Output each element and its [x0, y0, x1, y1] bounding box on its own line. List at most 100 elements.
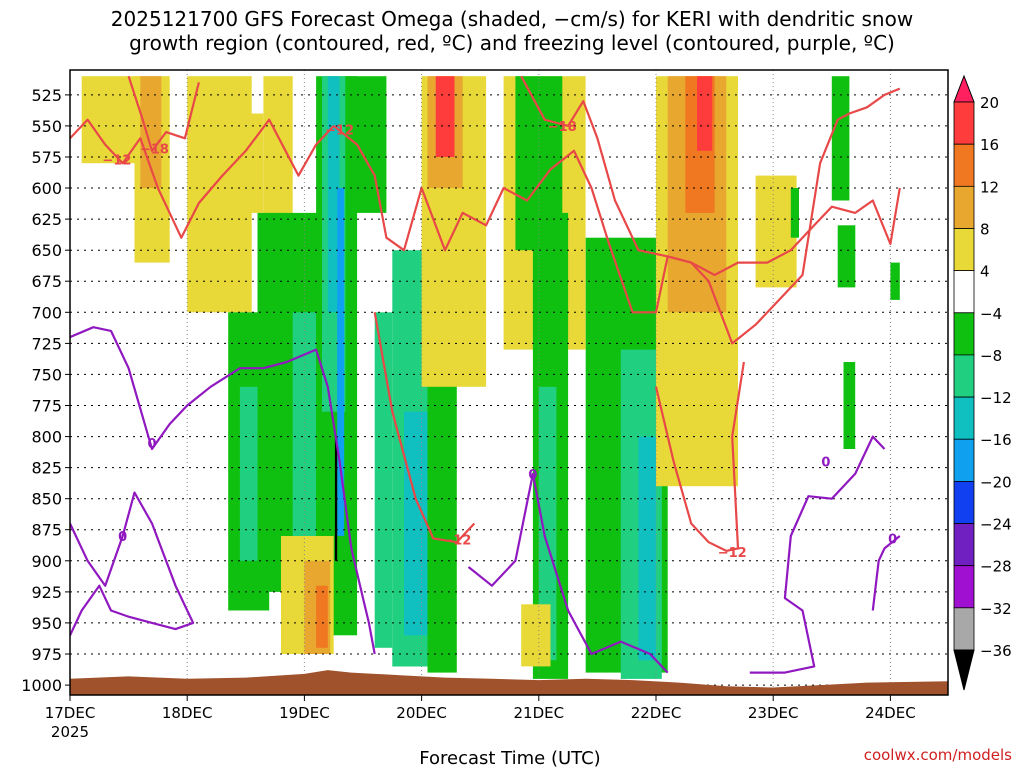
chart-title-line2: growth region (contoured, red, ºC) and f…: [129, 31, 895, 55]
freezing-contour-line: [70, 326, 376, 655]
colorbar-label: −24: [980, 516, 1012, 534]
colorbar-swatch: [953, 354, 975, 398]
freezing-contour-line: [70, 491, 195, 636]
colorbar-label: −8: [980, 347, 1002, 365]
freezing-contour-line: [749, 435, 886, 674]
dendritic-contour-line: [654, 361, 745, 552]
colorbar-label: −32: [980, 600, 1012, 618]
colorbar-label: 12: [980, 178, 999, 196]
x-tick-label: 22DEC: [631, 704, 682, 722]
y-tick-label: 975: [31, 645, 62, 664]
omega-cell-p12: [316, 585, 328, 648]
y-tick-label: 950: [31, 614, 62, 633]
y-tick-label: 1000: [21, 676, 62, 695]
omega-cell-n8: [292, 312, 317, 536]
colorbar-swatch: [953, 228, 975, 272]
credit-text: coolwx.com/models: [864, 746, 1012, 764]
omega-cell-n4: [790, 188, 799, 238]
dendritic-contour-line: [127, 75, 200, 152]
omega-cell-n8: [239, 386, 260, 561]
omega-cell-n8: [538, 386, 557, 661]
colorbar-swatch: [953, 438, 975, 482]
omega-cell-lt4: [521, 604, 551, 667]
dendritic-contour-line: [70, 118, 335, 239]
omega-cell-p8: [140, 76, 162, 188]
terrain-fill: [70, 670, 948, 695]
dendritic-contour-line: [373, 312, 476, 544]
colorbar-swatch: [953, 270, 975, 314]
y-tick-label: 575: [31, 148, 62, 167]
colorbar-swatch: [953, 143, 975, 187]
y-tick-label: 700: [31, 303, 62, 322]
y-tick-label: 925: [31, 583, 62, 602]
colorbar-swatch: [953, 312, 975, 356]
omega-cell-n12: [327, 76, 340, 313]
dendritic-contour-line: [520, 75, 901, 345]
y-tick-label: 775: [31, 397, 62, 416]
y-tick-label: 850: [31, 490, 62, 509]
colorbar-label: 4: [980, 263, 990, 281]
dendritic-contour-line: [333, 125, 901, 314]
freezing-contour-label: 0: [888, 532, 897, 547]
colorbar-label: −16: [980, 431, 1012, 449]
colorbar-bottom-arrow: [953, 649, 975, 691]
omega-cell-p16: [697, 76, 713, 151]
dendritic-contour-label: −12: [718, 546, 747, 561]
colorbar-swatch: [953, 480, 975, 524]
x-tick-label: 20DEC: [396, 704, 447, 722]
freezing-contour-label: 0: [147, 437, 156, 452]
x-tick-label: 23DEC: [748, 704, 799, 722]
dendritic-contour-label: −12: [442, 534, 471, 549]
dendritic-contour-label: −18: [140, 142, 169, 157]
plot-area: −12 −18 −12 −18 −12 −12 0 0 0 0 0 525 550 575 600 625 65…: [21, 69, 949, 741]
colorbar: 20 16 12 8 4 −4 −8 −12 −16 −20 −24 −28 −32 −36: [953, 74, 1012, 691]
omega-cell-n16: [337, 188, 345, 536]
omega-cell-n4: [890, 262, 900, 300]
y-tick-label: 875: [31, 521, 62, 540]
colorbar-swatch: [953, 396, 975, 440]
omega-cell-lt4: [755, 175, 797, 288]
y-tick-label: 600: [31, 179, 62, 198]
y-tick-label: 825: [31, 459, 62, 478]
omega-cell-n4: [831, 76, 850, 201]
colorbar-label: −36: [980, 642, 1012, 660]
colorbar-swatch: [953, 523, 975, 567]
dendritic-contour-label: −12: [325, 124, 354, 139]
omega-cell-n12: [404, 411, 428, 636]
omega-shading: [81, 76, 900, 679]
colorbar-label: −4: [980, 305, 1002, 323]
x-tick-label: 17DEC: [45, 704, 96, 722]
omega-cell-p16: [435, 76, 455, 157]
x-axis-label: Forecast Time (UTC): [419, 748, 600, 768]
colorbar-swatch: [953, 607, 975, 651]
x-year-label: 2025: [51, 723, 89, 741]
y-tick-label: 675: [31, 272, 62, 291]
dendritic-contour-label: −12: [102, 154, 131, 169]
freezing-contour-label: 0: [118, 530, 127, 545]
freezing-contour-line: [871, 535, 901, 611]
x-tick-label: 18DEC: [162, 704, 213, 722]
x-tick-label: 21DEC: [514, 704, 565, 722]
y-tick-label: 900: [31, 552, 62, 571]
freezing-contour-label: 0: [528, 468, 537, 483]
contours: −12 −18 −12 −18 −12 −12 0 0 0 0 0: [70, 75, 901, 674]
plot-frame: [69, 69, 949, 696]
colorbar-label: −20: [980, 473, 1012, 491]
omega-cell-n12: [638, 436, 656, 661]
y-tick-label: 625: [31, 210, 62, 229]
colorbar-label: −12: [980, 389, 1012, 407]
colorbar-label: 20: [980, 94, 999, 112]
y-tick-label: 750: [31, 365, 62, 384]
x-tick-label: 24DEC: [865, 704, 916, 722]
omega-cell-n4: [345, 76, 387, 213]
colorbar-top-arrow: [953, 74, 975, 103]
omega-cell-n8: [374, 312, 393, 648]
y-tick-label: 525: [31, 86, 62, 105]
freezing-contour-line: [467, 472, 669, 674]
omega-cell-lt4: [81, 76, 141, 164]
colorbar-label: −28: [980, 558, 1012, 576]
y-tick-label: 800: [31, 428, 62, 447]
omega-cell-lt4: [239, 113, 264, 213]
dendritic-contour-label: −18: [548, 120, 577, 135]
